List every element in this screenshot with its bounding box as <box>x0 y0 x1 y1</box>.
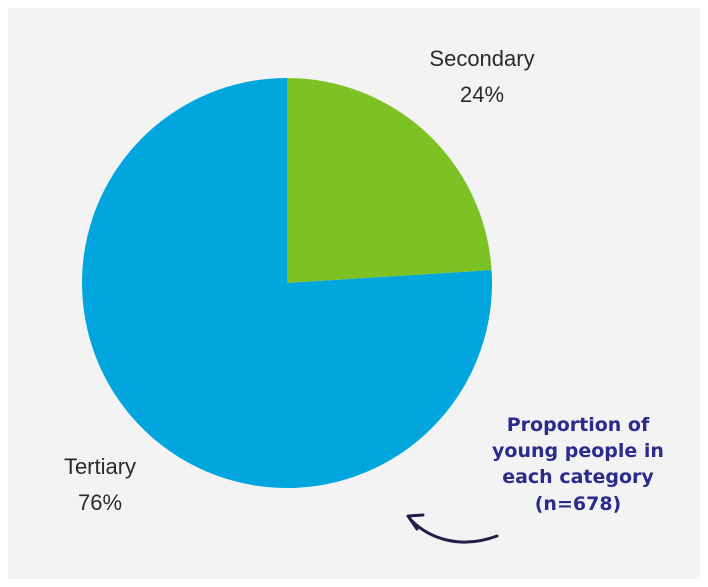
slice-labels: Secondary 24% Tertiary 76% <box>64 46 535 515</box>
pie-slice-secondary <box>287 78 492 283</box>
annotation-line-3: each category <box>502 466 654 489</box>
annotation-arrow <box>408 517 499 544</box>
annotation-arrowhead <box>406 513 425 531</box>
slice-value-secondary: 24% <box>460 82 504 107</box>
slice-label-secondary: Secondary <box>429 46 534 71</box>
slice-value-tertiary: 76% <box>78 490 122 515</box>
annotation-line-2: young people in <box>492 440 664 463</box>
slice-label-tertiary: Tertiary <box>64 454 136 479</box>
pie-slices <box>82 78 493 488</box>
annotation-line-1: Proportion of <box>506 414 650 436</box>
pie-slice-tertiary <box>82 78 493 488</box>
chart-annotation: Proportion of young people in each categ… <box>478 412 678 517</box>
annotation-line-4: (n=678) <box>534 492 622 515</box>
